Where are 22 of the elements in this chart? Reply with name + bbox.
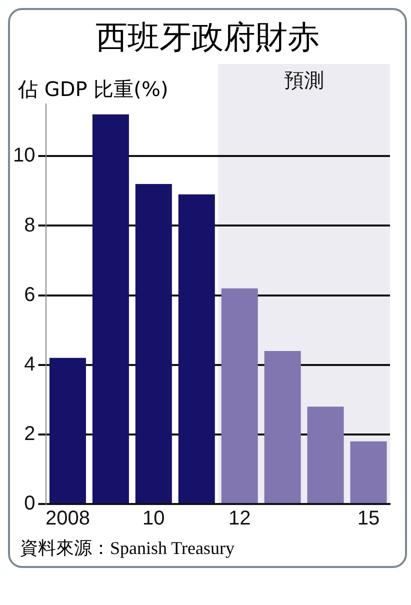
bar <box>178 194 215 503</box>
bar <box>307 406 344 503</box>
y-tick-label: 10 <box>12 144 36 167</box>
band-label: 預測 <box>284 68 324 92</box>
bar <box>49 358 86 503</box>
bar <box>264 350 301 503</box>
y-tick-label: 2 <box>24 422 36 445</box>
x-tick-label: 15 <box>357 508 380 530</box>
bar <box>135 184 172 503</box>
y-tick-label: 4 <box>24 353 36 376</box>
x-tick-label: 10 <box>142 508 165 530</box>
bar <box>350 441 387 503</box>
bar <box>221 288 258 503</box>
source-note: 資料來源：Spanish Treasury <box>19 537 236 560</box>
x-tick-label: 2008 <box>45 508 90 530</box>
y-axis-title: 佔 GDP 比重(%) <box>18 76 168 103</box>
y-tick-label: 6 <box>24 284 36 306</box>
x-tick-label: 12 <box>228 508 251 530</box>
bar <box>92 114 129 503</box>
y-tick-label: 0 <box>24 492 36 515</box>
chart-title: 西班牙政府財赤 <box>94 17 320 58</box>
y-tick-label: 8 <box>24 214 36 236</box>
